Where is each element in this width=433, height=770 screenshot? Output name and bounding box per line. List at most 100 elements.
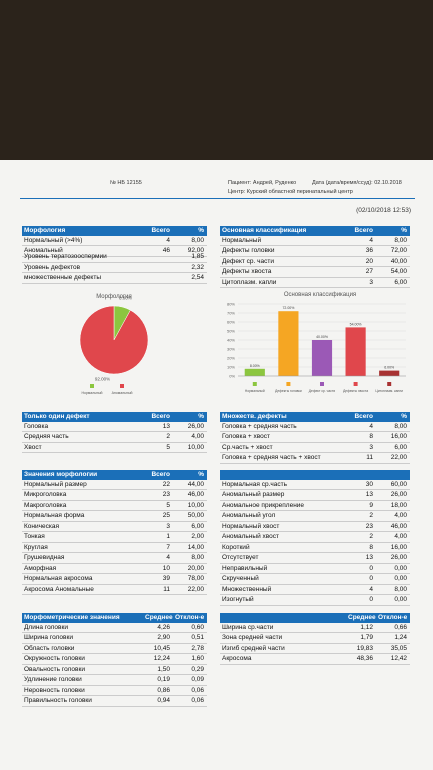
y-tick-label: 70% (227, 311, 235, 316)
header-cell: Только один дефект (24, 413, 90, 420)
table-cell: 20 (365, 257, 373, 265)
header-cell: % (198, 413, 204, 420)
table-cell: 8,00 (191, 236, 204, 244)
table-row: Акросома 48,36 12,42 (220, 654, 410, 665)
y-tick-label: 30% (227, 347, 235, 352)
header-cell: % (198, 471, 204, 478)
table-cell: 1,12 (360, 623, 373, 631)
legend-swatch (120, 384, 124, 388)
table-cell: 8 (369, 543, 373, 551)
center: Центр: Курский областной перинатальный ц… (228, 189, 353, 195)
header-cell: Значения морфологии (24, 471, 98, 478)
table-cell: 1,79 (360, 634, 373, 641)
header-cell: Морфометрические значения (24, 614, 120, 621)
table-cell: 1,60 (191, 655, 204, 662)
table-cell: 13 (365, 491, 373, 498)
table-row: Макроголовка 5 10,00 (22, 501, 207, 511)
x-tick-label: Дефекты хвоста (343, 389, 368, 393)
table-cell: 4 (369, 236, 373, 244)
table-cell: 6,00 (394, 443, 407, 451)
y-tick-label: 0% (229, 374, 235, 379)
table-cell: 78,00 (187, 575, 204, 582)
table-row: Изгиб средней части 19,83 35,05 (220, 644, 410, 654)
legend-swatch (320, 382, 324, 386)
legend-swatch (286, 382, 291, 386)
table-header: Морфология Всего% (22, 226, 207, 236)
table-cell: 40,00 (390, 257, 407, 265)
table-cell: 10,00 (187, 443, 204, 451)
table-row: Уровень тератозооспермии 1,85 (22, 252, 207, 263)
bar-label: 8.00% (250, 364, 260, 368)
header-cell: Среднее (145, 614, 173, 621)
table-cell: 4 (166, 236, 170, 244)
table-cell: Аномальное прикрепление (222, 501, 305, 509)
table-row: Микроголовка 23 46,00 (22, 490, 207, 501)
table-cell: Неровность головки (24, 686, 85, 694)
bar (278, 311, 299, 376)
table-cell: Длина головки (24, 623, 68, 631)
slice-label: 8.00% (119, 295, 132, 300)
table-row: Область головки 10,45 2,78 (22, 644, 207, 654)
table-header: Множеств. дефекты Всего% (220, 412, 410, 422)
table-row: Дефект ср. части 20 40,00 (220, 257, 410, 267)
table-row: Аномальное прикрепление 9 18,00 (220, 501, 410, 511)
table-cell: Головка (24, 422, 49, 430)
table-cell: Акросома Аномальные (24, 585, 94, 593)
table: Нормальная ср.часть 30 60,00 Аномальный раз… (220, 470, 410, 606)
table-row: Аномальный размер 13 26,00 (220, 490, 410, 501)
table-cell: 2,90 (157, 634, 170, 641)
table-cell: 6,00 (394, 278, 407, 286)
table-cell: 1,50 (157, 665, 170, 673)
table-row: Овальность головки 1,50 0,29 (22, 665, 207, 675)
table-cell: 11 (163, 585, 170, 593)
table: Только один дефект Всего% Головка 13 26,00 Ср… (22, 412, 207, 453)
table-cell: 5 (166, 501, 170, 509)
table-cell: 6,00 (191, 522, 204, 530)
table-cell: Изгиб средней части (222, 644, 285, 652)
table-cell: 22,00 (390, 454, 407, 461)
table-row: Изогнутый 0 0,00 (220, 595, 410, 606)
table-cell: 2 (369, 512, 373, 519)
table-cell: Уровень тератозооспермии (24, 253, 107, 260)
x-tick-label: Цитоплазм. капли (375, 389, 403, 393)
table-cell: 12,42 (390, 655, 407, 662)
pie-slice (79, 305, 149, 375)
table-cell: 0 (369, 564, 373, 572)
table-cell: Правильность головки (24, 697, 92, 704)
table-row: Коническая 3 6,00 (22, 522, 207, 532)
table: Уровень тератозооспермии 1,85 Уровень дефе… (22, 252, 207, 284)
table: Множеств. дефекты Всего% Головка + средняя… (220, 412, 410, 464)
table-row: Аномальный 46 92,00 (22, 246, 207, 257)
table-header: Среднее Отклон-е (220, 613, 410, 623)
x-tick-label: Дефекты головки (275, 389, 302, 393)
table-cell: 2,54 (191, 274, 204, 281)
table-row: Акросома Аномальные 11 22,00 (22, 585, 207, 595)
table-cell: 8 (369, 433, 373, 440)
table-cell: 13 (162, 422, 170, 430)
table-cell: 44,00 (187, 480, 204, 488)
table-cell: 0,19 (157, 676, 170, 683)
table-cell: 23 (365, 522, 373, 530)
table-cell: 7 (166, 543, 170, 551)
patient: Пациент: Андрей, Руденко (228, 180, 297, 186)
table-cell: 60,00 (390, 480, 407, 488)
header-cell: % (401, 227, 407, 234)
table-row: Отсутствует 13 26,00 (220, 553, 410, 564)
report-number: № НБ 12155 (110, 180, 142, 186)
table-cell: 26,00 (390, 554, 407, 561)
table-cell: Множественный (222, 585, 272, 593)
bar (379, 370, 400, 376)
y-tick-label: 80% (227, 302, 235, 307)
table-cell: Окружность головки (24, 655, 85, 662)
table-cell: Отсутствует (222, 554, 259, 561)
table-cell: Скрученный (222, 575, 259, 582)
table-row: Аномальный угол 2 4,00 (220, 511, 410, 522)
table-row: Множественный 4 8,00 (220, 585, 410, 595)
table-cell: Аномальный угол (222, 512, 276, 519)
table-row: Аномальный хвост 2 4,00 (220, 532, 410, 543)
table-cell: 0 (369, 596, 373, 603)
table-row: Головка + средняя часть 4 8,00 (220, 422, 410, 432)
table-cell: Аномальный размер (222, 491, 285, 498)
header-cell: Всего (151, 227, 170, 234)
table-cell: 46 (162, 247, 170, 254)
